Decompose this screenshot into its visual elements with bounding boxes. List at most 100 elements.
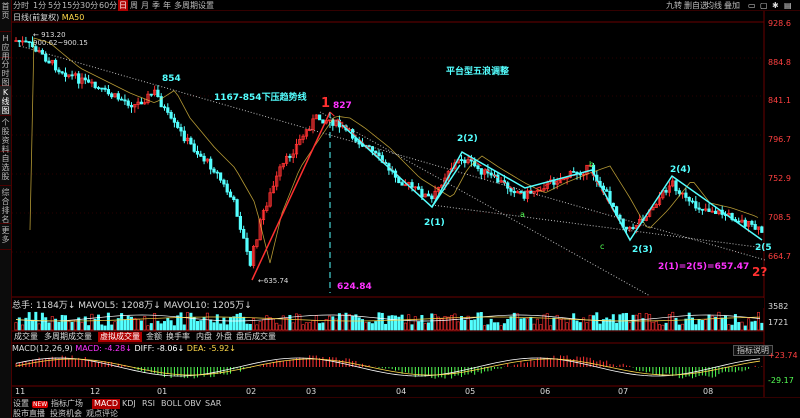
volume-bar [489,318,493,331]
tab-opportunity[interactable]: 投资机会 [50,409,82,418]
volume-bar [651,321,655,331]
tf-month[interactable]: 月 [141,1,149,10]
volume-bar [64,315,68,331]
volume-bar [215,314,219,331]
tf-30min[interactable]: 30分 [80,1,99,10]
tf-multi[interactable]: 多周期 [174,1,198,10]
tab-obv[interactable]: OBV [184,399,202,408]
nine-turn-button[interactable]: 九转 [666,1,682,10]
tab-sar[interactable]: SAR [205,399,222,408]
tf-day[interactable]: 日 [118,0,128,11]
tf-week[interactable]: 周 [130,1,138,10]
candle-body [496,174,500,183]
volume-bar [334,318,338,331]
sidebar-item-kline[interactable]: K线图 [0,86,11,116]
volume-bar [219,323,223,331]
sidebar-item-stock-info[interactable]: 个股资料 [0,118,11,154]
sidebar-item-timeshare[interactable]: 分时图 [0,60,11,87]
candle-body [413,186,417,189]
tf-quarter[interactable]: 季 [152,1,160,10]
volume-bar [720,317,724,331]
ma-button[interactable]: 均线 [706,1,722,10]
volume-bar [502,323,506,331]
tab-turnover[interactable]: 换手率 [166,332,190,341]
tab-kdj[interactable]: KDJ [122,399,136,408]
volume-bar [601,319,605,331]
tab-virtual-volume[interactable]: 虚拟成交量 [98,332,142,342]
tab-opinion[interactable]: 观点评论 [86,409,118,418]
volume-bar [641,318,645,331]
tab-boll[interactable]: BOLL [161,399,182,408]
candle-body [463,159,467,164]
volume-bar [750,321,754,331]
sidebar-item-home[interactable]: 首页 [0,0,11,32]
candle-body [152,89,157,95]
volume-bar [21,324,25,331]
tf-1min[interactable]: 1分 [33,1,47,10]
tab-volume[interactable]: 成交量 [14,332,38,341]
volume-bar [453,313,457,331]
candle-body [268,192,272,207]
tab-live[interactable]: 股市直播 [13,409,45,418]
tab-settings-bottom[interactable]: 设置 [13,399,29,408]
volume-bar [575,320,579,331]
volume-bar [166,317,170,331]
sidebar-item-apps[interactable]: H应用 [0,34,11,61]
volume-bar [436,316,440,331]
volume-bar [367,321,371,331]
volume-bar [354,314,358,331]
tab-macd[interactable]: MACD [92,399,120,409]
volume-bar [130,316,134,331]
maximize-icon[interactable]: ▢ [760,1,768,10]
sidebar-item-ranking[interactable]: 综合排名 [0,188,11,224]
volume-bar [245,323,249,331]
tf-60min[interactable]: 60分 [99,1,118,10]
volume-bar [624,312,628,331]
volume-bar [357,317,361,331]
tab-indicator-square[interactable]: 指标广场 [51,399,83,408]
volume-bar [179,312,183,331]
tab-outer[interactable]: 外盘 [216,332,232,341]
tab-rsi[interactable]: RSI [142,399,155,408]
tf-15min[interactable]: 15分 [62,1,81,10]
tf-timeshare[interactable]: 分时 [13,1,29,10]
volume-bar [255,324,259,331]
volume-bar [318,323,322,331]
tab-amount[interactable]: 金额 [146,332,162,341]
tf-year[interactable]: 年 [163,1,171,10]
candle-body [215,171,219,174]
tf-settings[interactable]: 设置 [198,1,214,10]
indicator-help-button[interactable]: 指标说明 [733,345,773,356]
sidebar-item-more[interactable]: 更多 [0,224,11,250]
high-price-label: ← 913.20 [33,31,66,39]
tab-after-hours[interactable]: 盘后成交量 [236,332,276,341]
volume-header: 总手: 1184万↓ MAVOL5: 1208万↓ MAVOL10: 1205万… [12,298,764,311]
volume-bar [525,318,529,331]
volume-bar [473,319,477,331]
candle-body [512,190,516,194]
candle-body [634,225,639,230]
volume-bar [595,312,599,331]
candle-body [694,201,698,209]
settings-icon[interactable]: ✱ [772,1,779,10]
tab-multi-volume[interactable]: 多周期成交量 [44,332,92,341]
candle-body [228,191,233,198]
minimize-icon[interactable]: ▭ [748,1,756,10]
overlay-button[interactable]: 叠加 [724,1,740,10]
panel-icon[interactable]: ▤ [784,1,792,10]
volume-bars [14,311,764,331]
volume-bar [242,316,246,331]
candle-body [251,246,256,266]
volume-bar [426,322,430,331]
sidebar-item-watchlist[interactable]: 自选股 [0,152,11,186]
volume-bar [407,314,411,331]
candle-body [179,127,183,132]
remove-watchlist-button[interactable]: 删自选 [684,1,708,10]
tf-5min[interactable]: 5分 [48,1,62,10]
volume-bar [374,321,378,331]
tab-inner[interactable]: 内盘 [196,332,212,341]
volume-bar [671,311,675,331]
annotation-a: a [520,210,525,219]
candle-body [103,87,107,90]
